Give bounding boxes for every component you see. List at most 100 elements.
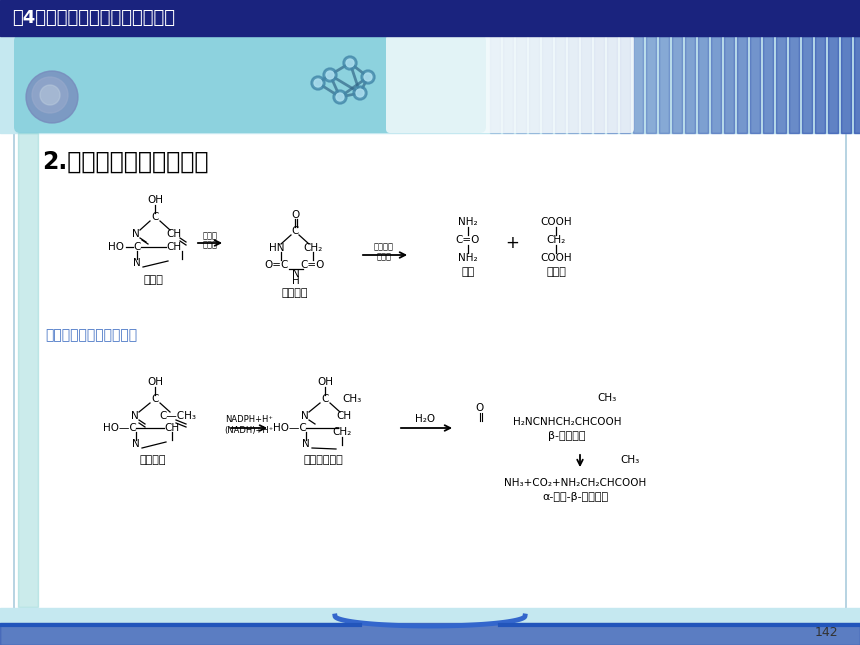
Circle shape bbox=[336, 93, 344, 101]
Text: NH₂: NH₂ bbox=[458, 217, 478, 227]
Bar bbox=[516, 36, 526, 133]
Bar bbox=[828, 36, 838, 133]
Circle shape bbox=[364, 73, 372, 81]
Text: CH: CH bbox=[164, 423, 180, 433]
Bar bbox=[802, 36, 812, 133]
Text: CH₃: CH₃ bbox=[598, 393, 617, 403]
Text: HO: HO bbox=[108, 242, 124, 252]
Text: 尿嘧啶: 尿嘧啶 bbox=[202, 232, 218, 241]
Text: 巴比妥酸: 巴比妥酸 bbox=[374, 243, 394, 252]
Bar bbox=[685, 36, 695, 133]
Ellipse shape bbox=[26, 71, 78, 123]
Text: CH: CH bbox=[336, 411, 352, 421]
Bar bbox=[529, 36, 539, 133]
Text: N: N bbox=[132, 439, 140, 449]
Text: HN: HN bbox=[269, 243, 285, 253]
Text: CH₂: CH₂ bbox=[332, 427, 352, 437]
Circle shape bbox=[343, 56, 357, 70]
Bar bbox=[0, 36, 860, 133]
Text: CH₂: CH₂ bbox=[546, 235, 566, 245]
Bar bbox=[18, 133, 38, 607]
Bar bbox=[776, 36, 786, 133]
Text: O=C: O=C bbox=[265, 260, 289, 270]
Text: 2.通过氧化作用分解过程: 2.通过氧化作用分解过程 bbox=[42, 150, 208, 174]
Text: 142: 142 bbox=[814, 626, 838, 639]
Bar bbox=[659, 36, 669, 133]
Text: C: C bbox=[322, 394, 329, 404]
Text: C: C bbox=[133, 242, 141, 252]
Text: C—CH₃: C—CH₃ bbox=[159, 411, 196, 421]
Text: 尿嘧啶: 尿嘧啶 bbox=[143, 275, 163, 285]
Text: 氧化酶: 氧化酶 bbox=[202, 241, 218, 250]
Bar bbox=[0, 623, 860, 645]
Circle shape bbox=[314, 79, 322, 87]
Circle shape bbox=[361, 70, 375, 84]
Bar bbox=[490, 36, 500, 133]
Bar bbox=[815, 36, 825, 133]
Bar bbox=[503, 36, 513, 133]
Bar bbox=[633, 36, 643, 133]
Circle shape bbox=[353, 86, 367, 100]
Ellipse shape bbox=[32, 77, 68, 113]
Text: COOH: COOH bbox=[540, 253, 572, 263]
Text: 二氢胸腺嘧啶: 二氢胸腺嘧啶 bbox=[303, 455, 343, 465]
Bar bbox=[0, 0, 860, 36]
Circle shape bbox=[356, 89, 364, 97]
Text: CH: CH bbox=[167, 242, 181, 252]
Text: α-甲基-β-氨基丙酸: α-甲基-β-氨基丙酸 bbox=[542, 492, 608, 502]
Text: 胸腺嘧啶: 胸腺嘧啶 bbox=[139, 455, 166, 465]
Text: N: N bbox=[132, 229, 140, 239]
Bar bbox=[724, 36, 734, 133]
Text: H₂O: H₂O bbox=[415, 414, 435, 424]
Text: C=O: C=O bbox=[301, 260, 325, 270]
Text: 丙二酸: 丙二酸 bbox=[546, 267, 566, 277]
Bar bbox=[594, 36, 604, 133]
Bar bbox=[0, 608, 860, 645]
Circle shape bbox=[311, 76, 325, 90]
Text: N: N bbox=[302, 439, 310, 449]
Text: NADPH+H⁺: NADPH+H⁺ bbox=[225, 415, 273, 424]
Bar bbox=[568, 36, 578, 133]
Text: OH: OH bbox=[147, 377, 163, 387]
Bar bbox=[789, 36, 799, 133]
Text: β-脲异丁酸: β-脲异丁酸 bbox=[549, 431, 586, 441]
Text: C: C bbox=[292, 226, 298, 236]
Text: OH: OH bbox=[147, 195, 163, 205]
Text: N: N bbox=[292, 269, 300, 279]
Bar bbox=[854, 36, 860, 133]
Bar bbox=[737, 36, 747, 133]
Text: HO—C: HO—C bbox=[103, 423, 137, 433]
Circle shape bbox=[326, 71, 334, 79]
FancyBboxPatch shape bbox=[14, 129, 846, 611]
Text: CH: CH bbox=[167, 229, 181, 239]
Text: N: N bbox=[301, 411, 309, 421]
Text: 胸腺嘧啶的分解过程如下: 胸腺嘧啶的分解过程如下 bbox=[45, 328, 137, 342]
Text: C: C bbox=[151, 212, 159, 222]
FancyBboxPatch shape bbox=[386, 35, 634, 133]
Text: CH₃: CH₃ bbox=[342, 394, 361, 404]
Text: NH₃+CO₂+NH₂CH₂CHCOOH: NH₃+CO₂+NH₂CH₂CHCOOH bbox=[504, 478, 646, 488]
Bar bbox=[698, 36, 708, 133]
Text: O: O bbox=[476, 403, 484, 413]
Text: NH₂: NH₂ bbox=[458, 253, 478, 263]
Text: C: C bbox=[151, 394, 159, 404]
Text: +: + bbox=[505, 234, 519, 252]
Text: (NADH)+H⁺: (NADH)+H⁺ bbox=[224, 426, 273, 435]
Bar bbox=[555, 36, 565, 133]
Text: N: N bbox=[133, 258, 141, 268]
Bar bbox=[620, 36, 630, 133]
Text: 巴比妥酸: 巴比妥酸 bbox=[282, 288, 308, 298]
Text: 第4章细胞内生物分子的新陈代谢: 第4章细胞内生物分子的新陈代谢 bbox=[12, 9, 175, 27]
Text: 尿素: 尿素 bbox=[461, 267, 475, 277]
Circle shape bbox=[346, 59, 354, 67]
Text: CH₂: CH₂ bbox=[304, 243, 322, 253]
Bar bbox=[542, 36, 552, 133]
Bar bbox=[672, 36, 682, 133]
Text: COOH: COOH bbox=[540, 217, 572, 227]
Text: HO—C: HO—C bbox=[273, 423, 307, 433]
Bar bbox=[646, 36, 656, 133]
Bar bbox=[750, 36, 760, 133]
Text: CH₃: CH₃ bbox=[620, 455, 640, 465]
Text: C=O: C=O bbox=[456, 235, 480, 245]
Bar bbox=[841, 36, 851, 133]
